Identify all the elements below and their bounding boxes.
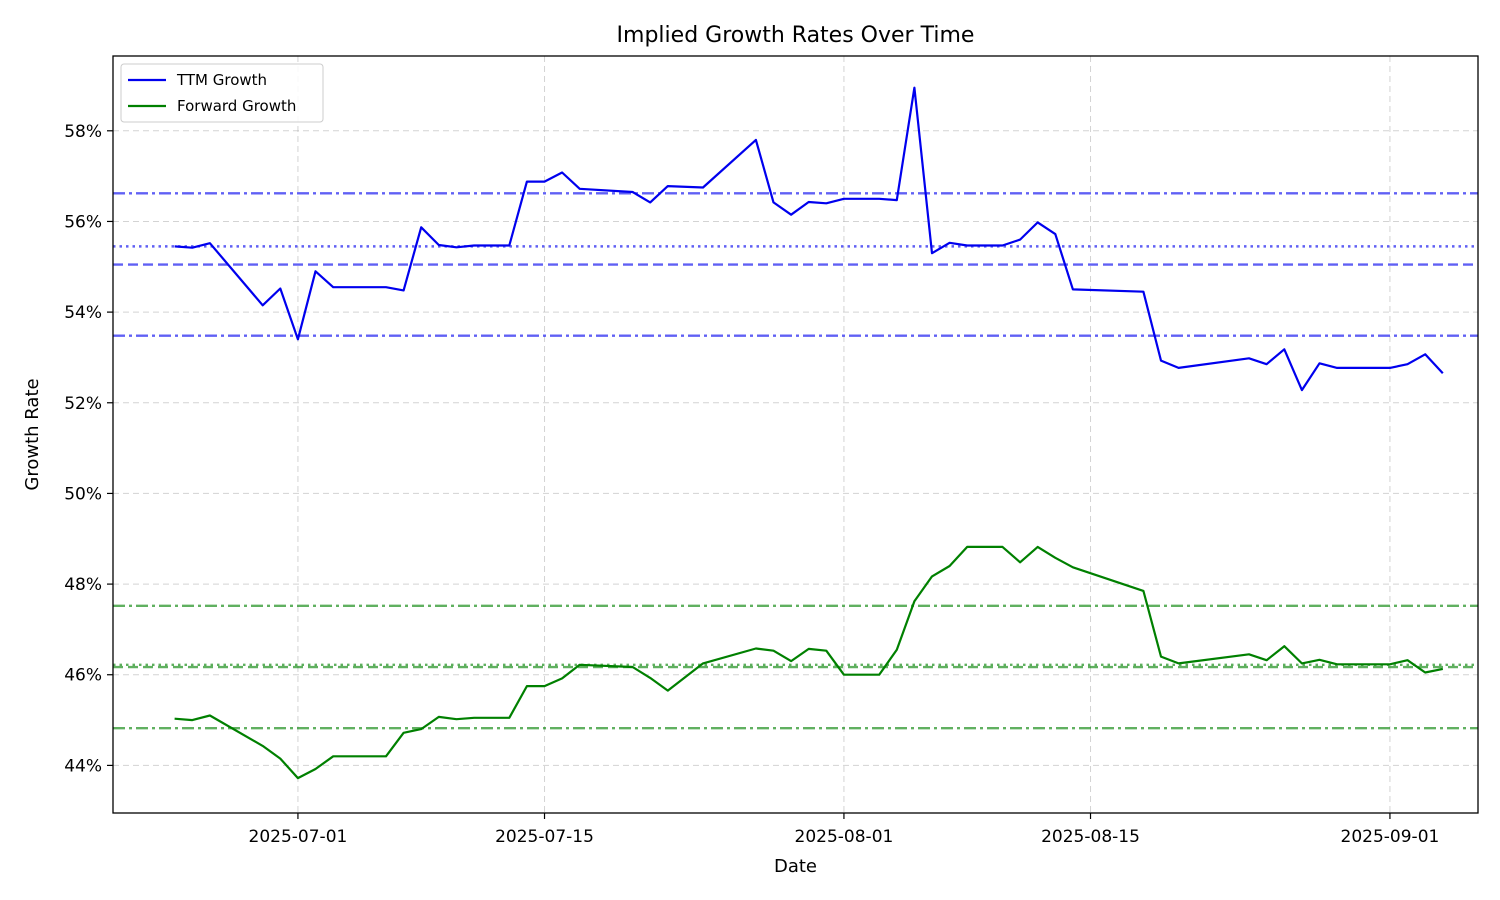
chart-title: Implied Growth Rates Over Time bbox=[617, 23, 975, 48]
series-lines bbox=[174, 86, 1444, 780]
y-tick-label: 56% bbox=[64, 212, 102, 232]
y-axis-label: Growth Rate bbox=[22, 378, 43, 490]
y-tick-label: 50% bbox=[64, 484, 102, 504]
x-tick-label: 2025-07-15 bbox=[495, 827, 594, 847]
axis-ticks: 44% 46% 48% 50% 52% 54% 56% 58% 2025-07-01 2025-0… bbox=[64, 122, 1439, 847]
y-tick-label: 44% bbox=[64, 756, 102, 776]
x-axis-label: Date bbox=[774, 856, 817, 877]
y-tick-label: 52% bbox=[64, 394, 102, 414]
x-tick-label: 2025-08-15 bbox=[1041, 827, 1140, 847]
y-tick-label: 48% bbox=[64, 575, 102, 595]
series-line-forward-growth bbox=[174, 545, 1444, 780]
y-tick-label: 58% bbox=[64, 122, 102, 142]
plot-frame bbox=[112, 55, 1479, 814]
x-tick-label: 2025-07-01 bbox=[249, 827, 348, 847]
y-tick-label: 46% bbox=[64, 666, 102, 686]
series-line-ttm-growth bbox=[174, 86, 1444, 392]
legend-box bbox=[120, 63, 324, 123]
grid bbox=[113, 56, 1478, 813]
legend-label: Forward Growth bbox=[177, 97, 296, 115]
x-tick-label: 2025-09-01 bbox=[1341, 827, 1440, 847]
reference-lines bbox=[113, 192, 1478, 730]
legend-label: TTM Growth bbox=[176, 71, 267, 89]
x-tick-label: 2025-08-01 bbox=[795, 827, 894, 847]
y-tick-label: 54% bbox=[64, 303, 102, 323]
legend: TTM Growth Forward Growth bbox=[120, 63, 324, 123]
